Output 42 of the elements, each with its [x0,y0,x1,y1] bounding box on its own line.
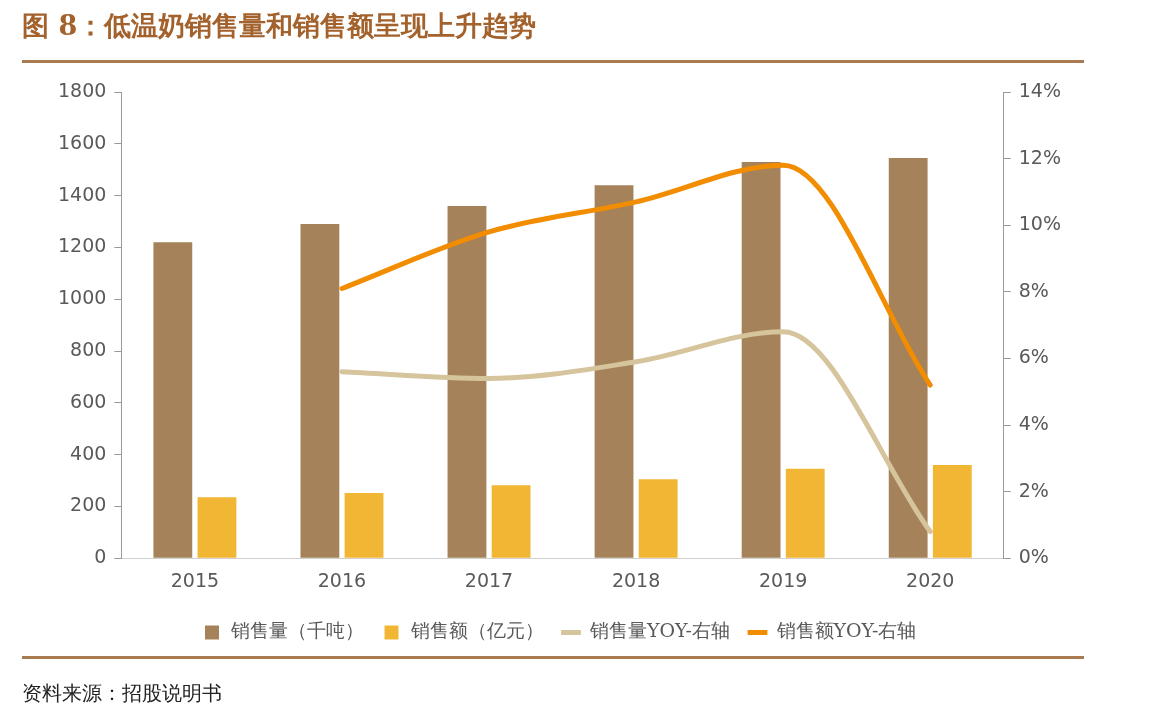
bar [197,497,237,558]
bar [344,492,384,558]
bar [594,185,634,558]
y-tick-label: 400 [70,441,107,464]
y-tick-label: 1800 [57,78,107,101]
y-tick-label: 600 [70,389,107,412]
bar [638,479,678,558]
y-tick-label: 800 [70,337,107,360]
legend-label: 销售额（亿元） [409,619,544,642]
y2-tick-label: 4% [1018,411,1049,434]
y2-tick-label: 8% [1018,278,1049,301]
y2-tick-label: 6% [1018,345,1049,368]
x-tick-label: 2017 [464,568,514,591]
y2-tick-label: 12% [1018,145,1061,168]
bar [785,468,825,558]
bar [300,224,340,558]
y-tick-label: 1600 [57,130,107,153]
x-tick-label: 2015 [170,568,220,591]
x-tick-label: 2020 [906,568,955,591]
bar [932,464,972,558]
y2-tick-label: 2% [1018,478,1049,501]
x-tick-label: 2018 [611,568,661,591]
y2-tick-label: 10% [1018,212,1061,235]
y-tick-label: 0 [94,545,107,568]
y-tick-label: 200 [70,493,107,516]
chart-title: 图 8：低温奶销售量和销售额呈现上升趋势 [22,9,537,43]
y-tick-label: 1200 [57,234,107,257]
x-tick-label: 2016 [317,568,367,591]
x-tick-label: 2019 [758,568,808,591]
legend-label: 销售量YOY-右轴 [589,619,730,642]
y2-tick-label: 14% [1018,78,1061,101]
y-tick-label: 1400 [57,182,107,205]
bar [447,205,487,558]
bar [491,485,531,558]
text: 资料来源：招股说明书 [22,680,222,707]
bar [888,158,928,558]
legend-label: 销售量（千吨） [230,619,364,642]
bar [153,242,193,558]
y-tick-label: 1000 [57,286,107,309]
y2-tick-label: 0% [1018,545,1049,568]
legend-label: 销售额YOY-右轴 [775,619,917,642]
bar [741,161,781,558]
